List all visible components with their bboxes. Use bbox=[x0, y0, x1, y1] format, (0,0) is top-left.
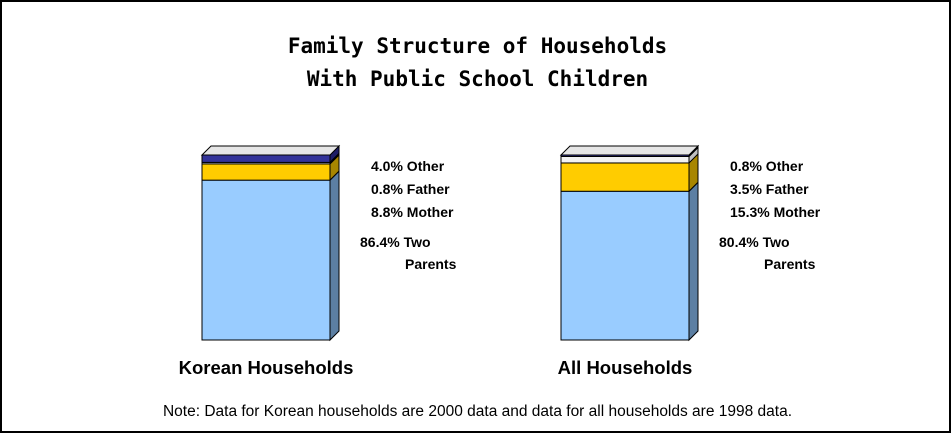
data-label-all-households-two-parents: 80.4% Two bbox=[719, 234, 790, 250]
data-label-korean-households-two-parents-cont: Parents bbox=[405, 256, 457, 272]
data-label-all-households-mother: 15.3% Mother bbox=[730, 204, 821, 220]
chart-title-line-2: With Public School Children bbox=[306, 67, 649, 91]
category-label-all-households: All Households bbox=[558, 357, 693, 378]
bar-all-households-mother bbox=[560, 162, 690, 192]
bar-top-all-households bbox=[559, 145, 700, 156]
category-label-korean-households: Korean Households bbox=[179, 357, 354, 378]
data-label-all-households-two-parents-cont: Parents bbox=[764, 256, 816, 272]
data-label-all-households-father: 3.5% Father bbox=[730, 181, 809, 197]
bar-korean-households-two-parents bbox=[201, 179, 331, 341]
data-label-korean-households-two-parents: 86.4% Two bbox=[360, 234, 431, 250]
data-label-korean-households-mother: 8.8% Mother bbox=[371, 204, 454, 220]
data-label-korean-households-father: 0.8% Father bbox=[371, 181, 450, 197]
bar-side-all-households-two-parents bbox=[688, 181, 699, 342]
chart-title: Family Structure of Households With Publ… bbox=[2, 30, 951, 96]
bar-korean-households-mother bbox=[201, 163, 331, 181]
chart-title-line-1: Family Structure of Households bbox=[287, 34, 668, 58]
chart-note: Note: Data for Korean households are 200… bbox=[162, 403, 793, 420]
bar-all-households-father bbox=[560, 155, 690, 164]
bar-top-korean-households bbox=[200, 145, 341, 156]
bar-korean-households-other bbox=[201, 154, 331, 163]
bar-side-korean-households-two-parents bbox=[329, 169, 340, 342]
bar-all-households-two-parents bbox=[560, 190, 690, 341]
data-label-all-households-other: 0.8% Other bbox=[730, 158, 804, 174]
data-label-korean-households-other: 4.0% Other bbox=[371, 158, 445, 174]
